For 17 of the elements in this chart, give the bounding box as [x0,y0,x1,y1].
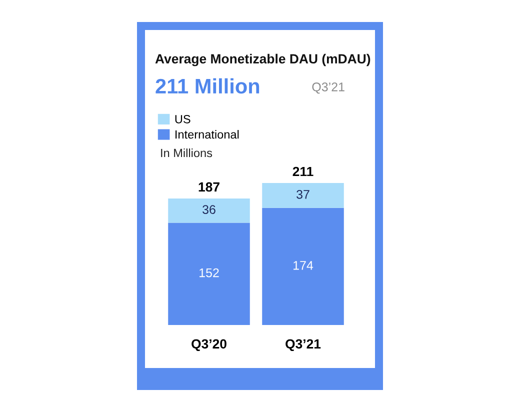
data-label: 174 [294,261,314,270]
bar [262,183,344,208]
chart-subtitle: 211 Million [156,78,260,94]
total-label: 211 [292,166,314,176]
bar [168,198,250,223]
chart-title: Average Monetizable DAU (mDAU) [155,54,370,66]
data-label: 37 [296,190,310,199]
legend-label: US [175,114,190,124]
bar [168,222,250,325]
total-label: 187 [198,182,220,192]
data-label: 152 [200,268,219,278]
legend-label: International [176,130,239,139]
bar [262,208,344,325]
text: Q3’21 [312,82,344,94]
text: In Millions [161,148,212,158]
data-label: 36 [202,205,216,214]
x-tick-label: Q3’20 [192,339,226,352]
